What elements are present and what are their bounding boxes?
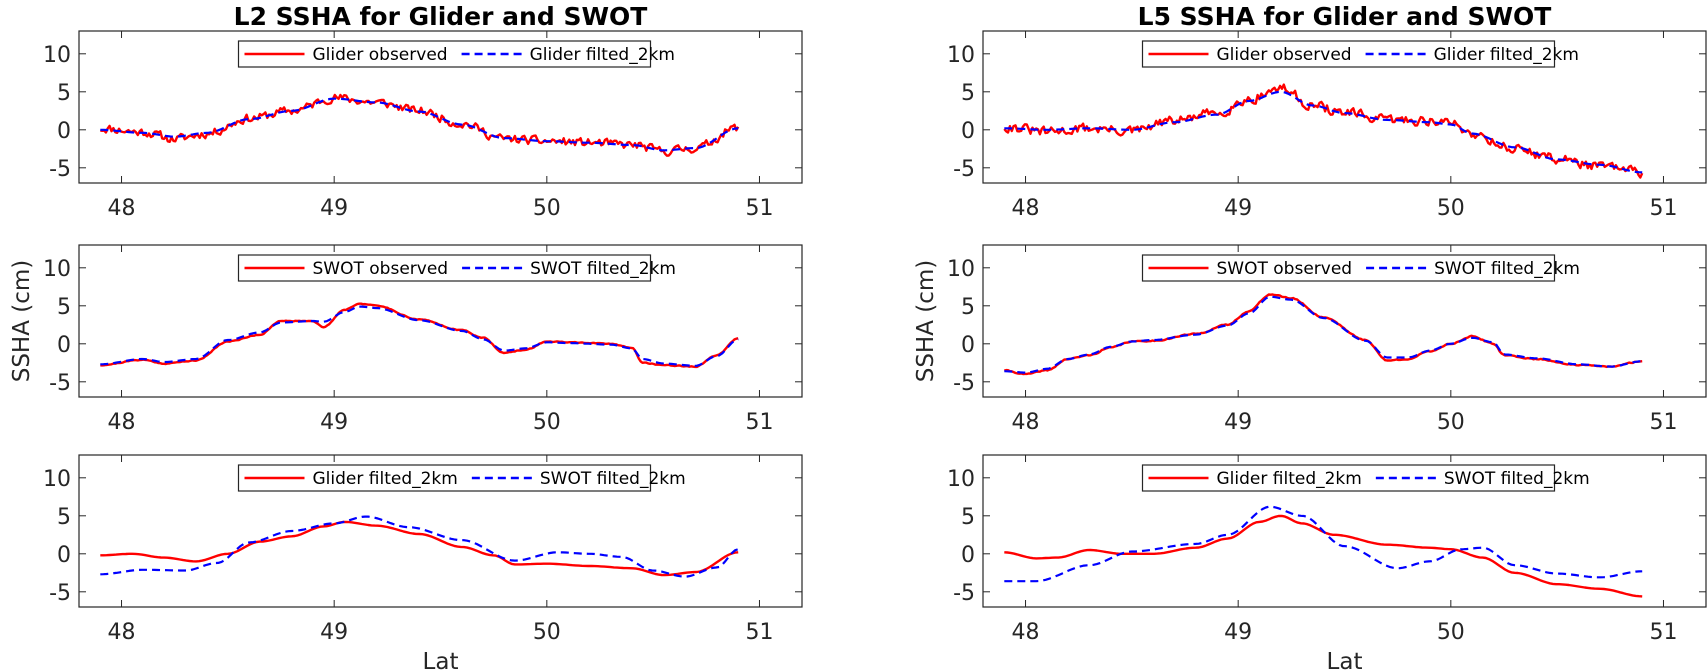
y-tick-label: 10 [947,467,975,492]
y-tick-label: 0 [57,543,71,568]
x-tick-label: 50 [1437,196,1465,221]
panel-l5-filtered: -5 0 5 10 48 49 50 51 Glider filted_2km SWOT filt… [947,454,1707,670]
legend: Glider filted_2km SWOT filted_2km [1141,464,1590,492]
x-tick-label: 51 [745,196,773,221]
y-tick-label: -5 [49,581,71,606]
x-tick-label: 50 [533,620,561,645]
y-tick-label: 10 [43,467,71,492]
legend-box [1141,40,1556,68]
panel-l2-glider: -5 0 5 10 48 49 50 51 Glider observed Glider filt… [43,2,803,221]
x-tick-label: 48 [1012,620,1040,645]
legend: SWOT observed SWOT filted_2km [237,254,676,282]
x-tick-label: 50 [533,410,561,435]
series-line-swot-filted-2km [100,515,739,578]
legend-label: SWOT observed [1217,259,1353,279]
legend-label: Glider filted_2km [313,469,458,489]
series-line-swot-filted-2km [1004,505,1643,583]
series-line-glider-filted-2km [100,520,739,577]
y-tick-label: 10 [43,257,71,282]
legend: Glider observed Glider filted_2km [237,40,675,68]
y-tick-label: 5 [961,505,975,530]
x-tick-label: 50 [1437,410,1465,435]
legend-box [1141,464,1556,492]
legend: Glider filted_2km SWOT filted_2km [237,464,686,492]
y-tick-label: 5 [961,295,975,320]
x-axis-label: Lat [1327,649,1363,670]
legend: SWOT observed SWOT filted_2km [1141,254,1580,282]
legend-label: SWOT filted_2km [1434,259,1580,279]
x-tick-label: 50 [1437,620,1465,645]
x-tick-label: 48 [108,196,136,221]
y-tick-label: 0 [57,333,71,358]
y-tick-label: 0 [57,119,71,144]
legend-label: SWOT filted_2km [1444,469,1590,489]
x-tick-label: 51 [1649,410,1677,435]
y-tick-label: 0 [961,119,975,144]
legend-label: Glider filted_2km [530,45,675,65]
x-tick-label: 49 [1224,196,1252,221]
y-tick-label: -5 [953,157,975,182]
y-tick-label: 10 [947,43,975,68]
series-line-swot-filted-2km [1004,295,1643,374]
y-tick-label: 10 [43,43,71,68]
y-tick-label: -5 [49,157,71,182]
legend: Glider observed Glider filted_2km [1141,40,1579,68]
y-tick-label: 5 [961,81,975,106]
legend-box [1141,254,1556,282]
y-axis-label: SSHA (cm) [9,260,35,383]
legend-label: Glider observed [1217,45,1352,65]
legend-box [237,464,652,492]
x-tick-label: 48 [108,410,136,435]
panel-l2-swot: -5 0 5 10 48 49 50 51 SWOT observed SWOT filted_2… [9,244,803,435]
panel-l5-swot: -5 0 5 10 48 49 50 51 SWOT observed SWOT filted_2… [913,244,1707,435]
x-tick-label: 49 [1224,410,1252,435]
panel-l5-glider: -5 0 5 10 48 49 50 51 Glider observed Glider filt… [947,2,1707,221]
y-axis-label: SSHA (cm) [913,260,939,383]
y-tick-label: 5 [57,81,71,106]
y-tick-label: 5 [57,295,71,320]
legend-box [237,40,652,68]
y-tick-label: 5 [57,505,71,530]
legend-label: Glider filted_2km [1434,45,1579,65]
chart-title: L5 SSHA for Glider and SWOT [1138,2,1552,31]
series-line-glider-observed [1003,83,1644,179]
x-tick-label: 51 [1649,196,1677,221]
y-tick-label: 0 [961,543,975,568]
x-tick-label: 51 [745,620,773,645]
legend-label: Glider observed [313,45,448,65]
series-line-glider-filted-2km [100,97,739,152]
series-line-swot-filted-2km [100,305,739,367]
x-tick-label: 48 [1012,196,1040,221]
x-tick-label: 51 [1649,620,1677,645]
y-tick-label: -5 [49,371,71,396]
series-line-swot-observed [100,302,739,369]
x-tick-label: 48 [1012,410,1040,435]
x-tick-label: 49 [320,620,348,645]
panel-l2-filtered: -5 0 5 10 48 49 50 51 Glider filted_2km SWOT filt… [43,454,803,670]
legend-label: SWOT filted_2km [540,469,686,489]
x-tick-label: 48 [108,620,136,645]
x-tick-label: 49 [1224,620,1252,645]
x-tick-label: 50 [533,196,561,221]
y-tick-label: -5 [953,581,975,606]
chart-title: L2 SSHA for Glider and SWOT [234,2,648,31]
y-tick-label: -5 [953,371,975,396]
legend-box [237,254,652,282]
legend-label: Glider filted_2km [1217,469,1362,489]
x-axis-label: Lat [423,649,459,670]
legend-label: SWOT observed [313,259,449,279]
y-tick-label: 0 [961,333,975,358]
series-line-glider-observed [99,93,740,157]
series-line-glider-filted-2km [1004,90,1643,174]
x-tick-label: 51 [745,410,773,435]
y-tick-label: 10 [947,257,975,282]
x-tick-label: 49 [320,410,348,435]
legend-label: SWOT filted_2km [530,259,676,279]
x-tick-label: 49 [320,196,348,221]
